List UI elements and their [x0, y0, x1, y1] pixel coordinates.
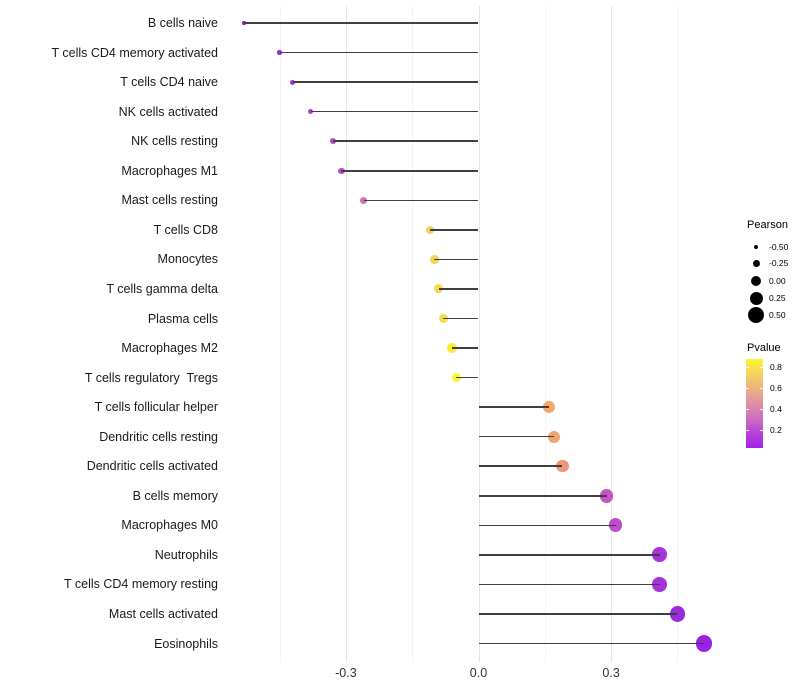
lollipop-stick: [478, 613, 678, 615]
category-label: Mast cells activated: [108, 607, 218, 621]
minor-gridline: [544, 6, 546, 662]
lollipop-stick: [478, 495, 607, 497]
lollipop-dot: [434, 284, 444, 294]
legend-pvalue-tick-label: 0.2: [770, 425, 782, 436]
category-label: T cells gamma delta: [106, 281, 218, 296]
legend-pearson-title: Pearson: [747, 219, 788, 231]
x-tick-label: -0.3: [335, 666, 357, 680]
lollipop-stick: [443, 317, 479, 320]
lollipop-stick: [429, 229, 479, 231]
colorbar-tick: [746, 430, 749, 432]
colorbar-tick: [760, 409, 763, 411]
x-tick-label: 0.0: [469, 666, 488, 680]
lollipop-stick: [310, 110, 479, 113]
lollipop-dot: [429, 255, 439, 264]
lollipop-stick: [451, 347, 479, 349]
lollipop-stick: [478, 583, 660, 586]
colorbar-tick: [760, 430, 763, 432]
category-label: T cells CD4 naive: [120, 75, 218, 90]
category-label: Macrophages M1: [121, 163, 218, 178]
category-label: Macrophages M0: [121, 518, 218, 533]
category-label: Plasma cells: [147, 311, 218, 326]
minor-gridline: [677, 6, 679, 662]
category-label: Neutrophils: [154, 547, 218, 562]
category-label: Macrophages M2: [121, 341, 218, 356]
legend-size-dot: [748, 307, 764, 323]
legend-size-dot: [752, 259, 760, 267]
legend-size-label: 0.25: [769, 293, 786, 303]
lollipop-stick: [279, 51, 479, 54]
lollipop-stick: [456, 376, 479, 379]
legend-pvalue-tick-label: 0.6: [770, 383, 782, 394]
lollipop-stick: [244, 22, 479, 24]
legend-pvalue-tick-label: 0.4: [770, 404, 782, 415]
legend-size-label: -0.25: [769, 258, 789, 268]
colorbar-tick: [746, 409, 749, 411]
lollipop-dot: [447, 343, 457, 353]
lollipop-dot: [360, 196, 367, 204]
category-label: NK cells activated: [118, 104, 218, 119]
category-label: Monocytes: [157, 252, 218, 267]
colorbar-tick: [760, 388, 763, 390]
major-gridline: [478, 6, 480, 662]
lollipop-stick: [332, 140, 479, 142]
lollipop-stick: [363, 199, 479, 202]
legend-size-dot: [754, 245, 758, 249]
legend-size-label: 0.00: [769, 276, 786, 286]
x-tick-label: 0.3: [602, 666, 620, 680]
lollipop-stick: [478, 406, 550, 408]
legend-size-dot: [751, 276, 761, 286]
colorbar-tick: [760, 367, 763, 369]
major-gridline: [611, 6, 613, 662]
category-label: NK cells resting: [131, 134, 218, 149]
lollipop-dot: [599, 489, 614, 503]
lollipop-dot: [425, 225, 435, 235]
lollipop-dot: [608, 518, 623, 533]
legend-size-label: 0.50: [769, 310, 786, 320]
legend-size-dot: [749, 291, 763, 305]
legend-pvalue-title: Pvalue: [747, 342, 781, 354]
lollipop-stick: [478, 554, 660, 556]
category-label: T cells follicular helper: [94, 400, 218, 415]
pvalue-colorbar: [746, 359, 763, 448]
legend-pvalue-tick-label: 0.8: [770, 362, 782, 373]
colorbar-tick: [746, 367, 749, 369]
colorbar-tick: [746, 388, 749, 390]
category-label: T cells regulatory Tregs: [84, 370, 218, 385]
major-gridline: [345, 6, 347, 662]
lollipop-stick: [341, 169, 479, 172]
minor-gridline: [412, 6, 414, 662]
category-label: Eosinophils: [154, 636, 218, 651]
category-label: B cells memory: [132, 488, 218, 503]
category-label: B cells naive: [147, 16, 218, 30]
lollipop-dot: [338, 167, 345, 174]
lollipop-dot: [290, 79, 296, 85]
minor-gridline: [279, 6, 281, 662]
category-label: Dendritic cells resting: [99, 429, 218, 444]
lollipop-stick: [478, 524, 616, 527]
lollipop-stick: [438, 288, 479, 290]
lollipop-dot: [547, 430, 560, 443]
lollipop-stick: [434, 258, 479, 261]
category-label: T cells CD8: [153, 222, 218, 237]
lollipop-stick: [478, 465, 563, 468]
lollipop-dot: [451, 372, 462, 383]
category-label: Dendritic cells activated: [86, 459, 218, 474]
lollipop-stick: [478, 435, 554, 438]
category-label: T cells CD4 memory resting: [64, 577, 218, 592]
lollipop-dot: [242, 21, 247, 25]
lollipop-stick: [292, 81, 479, 83]
category-label: Mast cells resting: [121, 193, 218, 208]
lollipop-dot: [695, 635, 712, 652]
legend-size-label: -0.50: [769, 242, 789, 252]
category-label: T cells CD4 memory activated: [51, 45, 219, 60]
lollipop-stick: [478, 642, 704, 645]
